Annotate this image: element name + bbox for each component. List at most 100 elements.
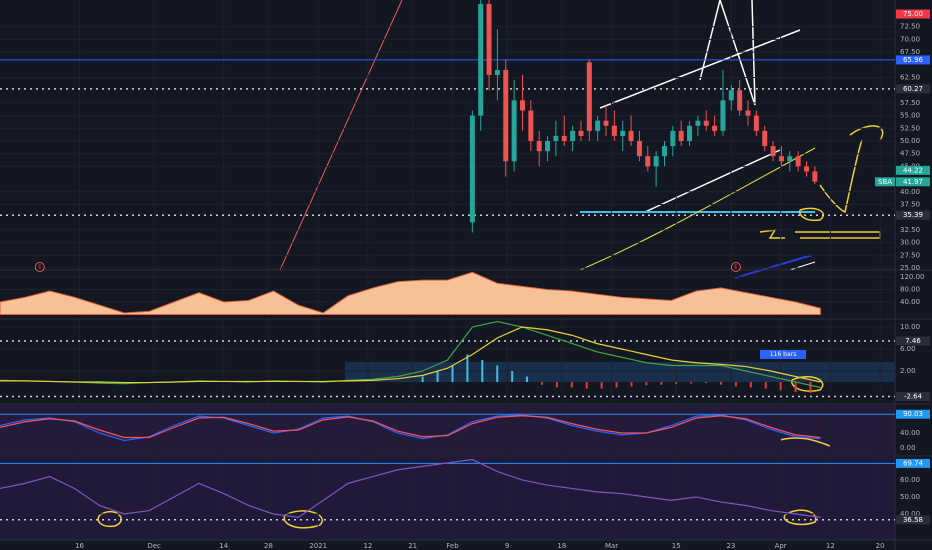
candle-body <box>494 69 500 75</box>
candle-body <box>586 62 592 131</box>
y-tick-label: 62.50 <box>900 74 920 82</box>
histogram-bar <box>481 359 484 382</box>
histogram-bar <box>705 381 708 384</box>
price-tag-label: 90.03 <box>903 410 923 418</box>
y-tick-label: 52.50 <box>900 124 920 132</box>
price-tag <box>896 177 930 187</box>
candle-body <box>762 130 768 147</box>
x-tick-label: 23 <box>726 542 735 550</box>
candle-body <box>787 156 793 162</box>
x-tick-label: 12 <box>826 542 835 550</box>
y-tick-label: 70.00 <box>900 35 920 43</box>
histogram-bar <box>466 354 469 382</box>
histogram-bar <box>719 381 722 385</box>
y-tick-label: 40.00 <box>900 298 920 306</box>
x-tick-label: 18 <box>557 542 566 550</box>
candle-body <box>745 110 751 116</box>
y-tick-label: 10.00 <box>900 323 920 331</box>
x-tick-label: 2021 <box>309 542 327 550</box>
histogram-bar <box>809 381 812 393</box>
x-tick-label: 20 <box>876 542 885 550</box>
rsi-band <box>0 457 895 540</box>
candle-body <box>670 130 676 147</box>
candle-body <box>753 115 759 131</box>
candle-body <box>770 146 776 157</box>
histogram-bar <box>451 365 454 382</box>
histogram-bar <box>540 381 543 385</box>
candle-body <box>545 140 551 152</box>
symbol-label: SBA <box>878 178 892 186</box>
candle-body <box>778 156 784 162</box>
histogram-bar <box>421 376 424 382</box>
candle-body <box>561 135 567 141</box>
candle-body <box>611 125 617 136</box>
yellow-circle <box>283 510 323 529</box>
candle-body <box>645 156 651 167</box>
y-tick-label: 47.50 <box>900 150 920 158</box>
candle-body <box>603 120 609 126</box>
candle-body <box>712 125 718 131</box>
candle-body <box>812 171 818 182</box>
candle-body <box>536 140 542 152</box>
price-tag <box>896 165 930 175</box>
event-label: E <box>734 265 737 271</box>
histogram-bar <box>645 381 648 386</box>
event-marker <box>730 262 741 272</box>
price-tag-label: 7.46 <box>905 337 921 345</box>
series-line <box>0 326 821 384</box>
candle-body <box>661 146 667 157</box>
histogram-bar <box>600 381 603 389</box>
x-tick-label: 28 <box>264 542 273 550</box>
candle-body <box>553 135 559 141</box>
histogram-bar <box>436 370 439 382</box>
histogram-bar <box>555 381 558 388</box>
x-tick-label: 14 <box>219 542 228 550</box>
x-tick-label: Dec <box>147 542 161 550</box>
trend-line <box>279 0 403 271</box>
y-tick-label: 32.50 <box>900 226 920 234</box>
y-tick-label: 55.00 <box>900 112 920 120</box>
price-tag-label: 35.39 <box>903 211 923 219</box>
event-marker <box>34 262 45 272</box>
price-tag-label: 75.00 <box>903 10 923 18</box>
price-tag <box>896 458 930 468</box>
candle-body <box>628 130 634 141</box>
y-tick-label: 2.00 <box>900 367 916 375</box>
y-tick-label: 57.50 <box>900 99 920 107</box>
candle-body <box>511 100 517 162</box>
price-tag-label: 69.74 <box>903 459 924 467</box>
x-tick-label: 9 <box>505 542 509 550</box>
price-tag <box>896 392 930 402</box>
y-tick-label: 25.00 <box>900 264 920 272</box>
candle-body <box>678 130 684 141</box>
price-tag <box>896 515 930 525</box>
x-tick-label: Feb <box>446 542 459 550</box>
blue-line <box>734 254 813 279</box>
candle-body <box>653 156 659 167</box>
candle-body <box>578 130 584 136</box>
price-tag <box>896 336 930 346</box>
area <box>0 271 821 315</box>
yellow-circle <box>783 509 817 526</box>
y-tick-label: 67.50 <box>900 48 920 56</box>
yellow-curve <box>579 147 816 271</box>
candle-body <box>503 69 509 162</box>
y-tick-label: 0.00 <box>900 444 916 452</box>
y-tick-label: 50.00 <box>900 493 920 501</box>
candle-body <box>687 125 693 141</box>
y-tick-label: 40.00 <box>900 188 920 196</box>
price-tag <box>896 9 930 19</box>
histogram-bar <box>675 381 678 385</box>
candle-body <box>737 90 743 111</box>
x-tick-label: Apr <box>775 542 787 550</box>
yellow-arc <box>779 437 831 447</box>
histogram-bar <box>794 381 797 392</box>
price-tag-label: 65.96 <box>903 56 924 64</box>
price-tag-label: 60.27 <box>903 85 923 93</box>
histogram-bar <box>615 381 618 388</box>
series-line <box>0 415 821 439</box>
candle-body <box>728 90 734 101</box>
event-label: E <box>38 265 41 271</box>
